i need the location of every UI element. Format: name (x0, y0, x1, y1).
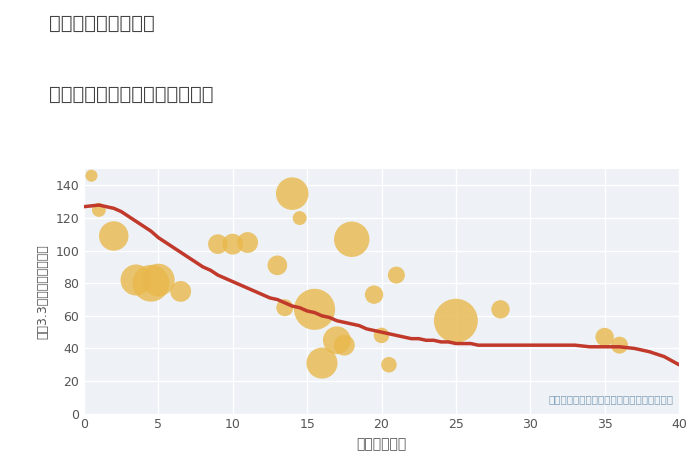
Text: 築年数別中古マンション坪単価: 築年数別中古マンション坪単価 (49, 85, 214, 103)
Point (316, 360, 328, 367)
Point (309, 306, 320, 313)
Point (279, 304, 290, 312)
Text: 円の大きさは、取引のあった物件面積を示す: 円の大きさは、取引のあった物件面積を示す (548, 394, 673, 404)
Point (108, 232, 119, 240)
Point (227, 240, 238, 248)
Point (376, 332, 387, 339)
Point (294, 214, 305, 222)
Point (450, 317, 461, 324)
Point (287, 190, 298, 197)
Text: 奈良県桜井市大西の: 奈良県桜井市大西の (49, 14, 155, 33)
Point (153, 276, 164, 284)
Point (599, 333, 610, 341)
Point (212, 240, 223, 248)
Point (368, 291, 379, 298)
Y-axis label: 坪（3.3㎡）単価（万円）: 坪（3.3㎡）単価（万円） (36, 244, 50, 339)
Point (175, 288, 186, 295)
Point (242, 239, 253, 246)
Point (130, 276, 141, 284)
Point (86, 172, 97, 180)
Point (331, 337, 342, 344)
X-axis label: 築年数（年）: 築年数（年） (356, 437, 407, 451)
Point (93, 206, 104, 214)
Point (495, 306, 506, 313)
Point (146, 280, 157, 287)
Point (384, 361, 395, 368)
Point (391, 271, 402, 279)
Point (339, 341, 350, 349)
Point (614, 341, 625, 349)
Point (346, 235, 357, 243)
Point (272, 262, 283, 269)
